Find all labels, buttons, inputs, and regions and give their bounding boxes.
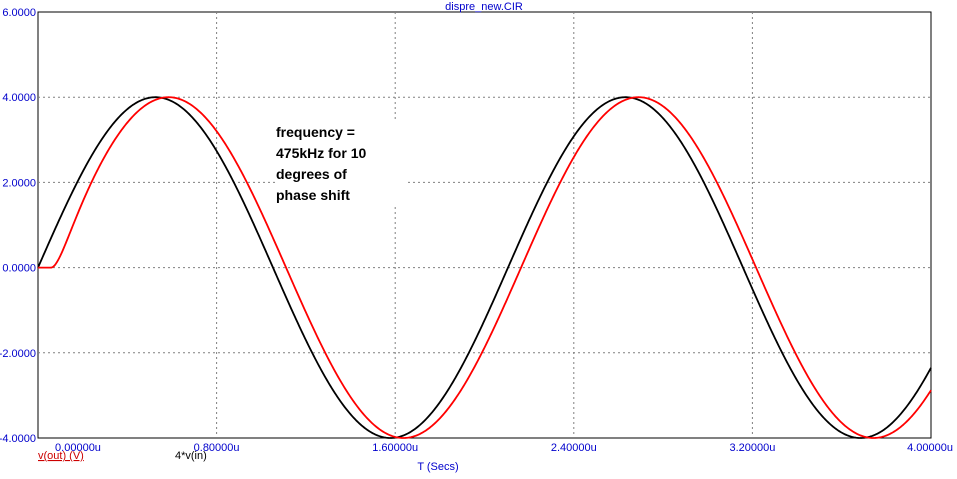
legend-entry-vin: 4*v(in) [175,450,207,462]
x-tick-label-5: 4.00000u [907,442,953,454]
y-tick-label-0: -4.0000 [0,433,36,445]
annotation-line-2: 475kHz for 10 [276,145,367,161]
y-tick-label-1: -2.0000 [0,348,36,360]
y-tick-labels: -4.0000 -2.0000 0.0000 2.0000 4.0000 6.0000 [0,7,36,445]
annotation-line-3: degrees of [276,166,347,182]
y-tick-label-3: 2.0000 [2,177,36,189]
x-tick-label-1: 0.80000u [194,442,240,454]
plot-frame [37,11,932,439]
legend-entry-vout: v(out) (V) [38,450,84,462]
y-tick-label-4: 4.0000 [2,92,36,104]
annotation-line-4: phase shift [276,187,350,203]
chart-title: dispre_new.CIR [445,1,523,13]
x-tick-label-2: 1.60000u [372,442,418,454]
x-tick-label-3: 2.40000u [551,442,597,454]
series-line-0 [38,96,932,439]
x-tick-labels: 0.00000u 0.80000u 1.60000u 2.40000u 3.20000u… [55,442,953,454]
y-tick-label-2: 0.0000 [2,263,36,275]
annotation-note: frequency = 475kHz for 10 degrees of pha… [276,122,406,206]
x-tick-label-0: 0.00000u [55,442,101,454]
annotation-line-1: frequency = [276,124,355,140]
x-axis-label: T (Secs) [417,461,458,473]
series-line-1 [37,96,932,439]
y-tick-label-5: 6.0000 [2,7,36,19]
grid-lines [38,12,931,438]
series-layer [37,96,932,439]
x-tick-label-4: 3.20000u [729,442,775,454]
